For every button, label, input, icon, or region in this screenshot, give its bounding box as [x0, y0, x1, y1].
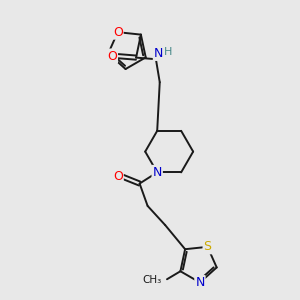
Text: O: O [113, 26, 123, 39]
Text: S: S [203, 240, 211, 253]
Text: N: N [152, 166, 162, 179]
Text: O: O [107, 50, 117, 62]
Text: H: H [164, 47, 172, 57]
Text: N: N [195, 276, 205, 289]
Text: N: N [154, 47, 163, 60]
Text: CH₃: CH₃ [142, 275, 161, 285]
Text: O: O [113, 170, 123, 183]
